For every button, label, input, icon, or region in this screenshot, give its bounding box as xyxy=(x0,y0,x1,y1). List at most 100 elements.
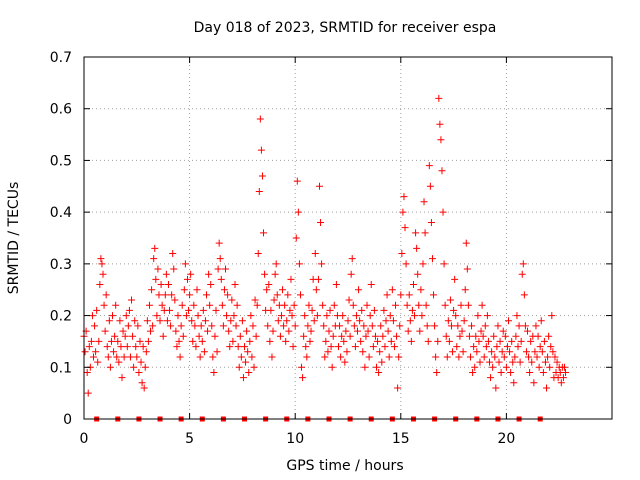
data-point xyxy=(84,389,92,397)
data-point xyxy=(452,312,460,320)
data-point xyxy=(456,332,464,340)
data-point xyxy=(93,306,101,314)
data-point xyxy=(269,327,277,335)
chart-title: Day 018 of 2023, SRMTID for receiver esp… xyxy=(194,20,497,36)
data-point xyxy=(224,291,232,299)
data-point xyxy=(111,332,119,340)
data-point xyxy=(98,260,106,268)
data-point xyxy=(518,270,526,278)
data-point xyxy=(460,317,468,325)
data-point xyxy=(284,291,292,299)
y-tick-label: 0.2 xyxy=(50,309,72,325)
data-point xyxy=(527,337,535,345)
data-point xyxy=(181,260,189,268)
data-point xyxy=(114,337,122,345)
data-point xyxy=(169,250,177,258)
data-point xyxy=(437,136,445,144)
data-point xyxy=(536,343,544,351)
data-point xyxy=(171,296,179,304)
data-point xyxy=(351,343,359,351)
data-point xyxy=(559,374,567,382)
data-point xyxy=(131,317,139,325)
data-point xyxy=(198,337,206,345)
data-point xyxy=(433,368,441,376)
data-point xyxy=(143,317,151,325)
data-point xyxy=(158,301,166,309)
data-point xyxy=(153,312,161,320)
data-point xyxy=(557,379,565,387)
data-point xyxy=(288,312,296,320)
data-point xyxy=(337,353,345,361)
data-point xyxy=(313,312,321,320)
data-point xyxy=(144,337,152,345)
data-point xyxy=(245,368,253,376)
data-point xyxy=(457,301,465,309)
data-point xyxy=(368,322,376,330)
data-point xyxy=(424,337,432,345)
data-point xyxy=(323,312,331,320)
data-point xyxy=(282,337,290,345)
data-point xyxy=(442,332,450,340)
data-point xyxy=(539,368,547,376)
data-point xyxy=(249,322,257,330)
data-point xyxy=(374,337,382,345)
data-point xyxy=(109,312,117,320)
data-point xyxy=(283,317,291,325)
data-point xyxy=(412,229,420,237)
data-point xyxy=(428,255,436,263)
y-tick-label: 0.7 xyxy=(50,50,72,66)
data-point xyxy=(338,332,346,340)
data-point xyxy=(310,317,318,325)
data-point xyxy=(190,301,198,309)
data-point xyxy=(132,343,140,351)
data-point xyxy=(179,332,187,340)
data-point xyxy=(332,281,340,289)
data-point xyxy=(212,306,220,314)
data-point xyxy=(159,332,167,340)
data-point xyxy=(193,286,201,294)
data-point xyxy=(202,291,210,299)
data-point xyxy=(544,353,552,361)
data-point xyxy=(197,322,205,330)
data-point xyxy=(121,332,129,340)
data-point xyxy=(490,332,498,340)
data-point xyxy=(210,368,218,376)
data-point xyxy=(524,327,532,335)
data-point xyxy=(516,358,524,366)
data-point xyxy=(479,332,487,340)
data-point xyxy=(91,322,99,330)
x-tick-label: 10 xyxy=(286,431,304,447)
data-point xyxy=(128,296,136,304)
data-point xyxy=(445,337,453,345)
data-point xyxy=(241,343,249,351)
data-point xyxy=(215,239,223,247)
data-point xyxy=(113,353,121,361)
data-point xyxy=(327,343,335,351)
data-point xyxy=(163,317,171,325)
data-point xyxy=(491,353,499,361)
data-point xyxy=(277,312,285,320)
data-point xyxy=(377,322,385,330)
data-point xyxy=(256,115,264,123)
data-point xyxy=(312,286,320,294)
data-point xyxy=(206,301,214,309)
data-point xyxy=(220,286,228,294)
data-point xyxy=(257,146,265,154)
data-point xyxy=(447,322,455,330)
data-point xyxy=(507,368,515,376)
data-point xyxy=(252,332,260,340)
y-tick-label: 0.6 xyxy=(50,102,72,118)
data-point xyxy=(101,327,109,335)
data-point xyxy=(254,250,262,258)
data-point xyxy=(494,322,502,330)
data-point xyxy=(470,343,478,351)
data-point xyxy=(103,343,111,351)
data-point xyxy=(129,332,137,340)
data-point xyxy=(305,301,313,309)
data-point xyxy=(346,332,354,340)
data-point xyxy=(420,198,428,206)
data-point xyxy=(481,322,489,330)
data-point xyxy=(399,208,407,216)
data-point xyxy=(330,301,338,309)
data-point xyxy=(207,281,215,289)
